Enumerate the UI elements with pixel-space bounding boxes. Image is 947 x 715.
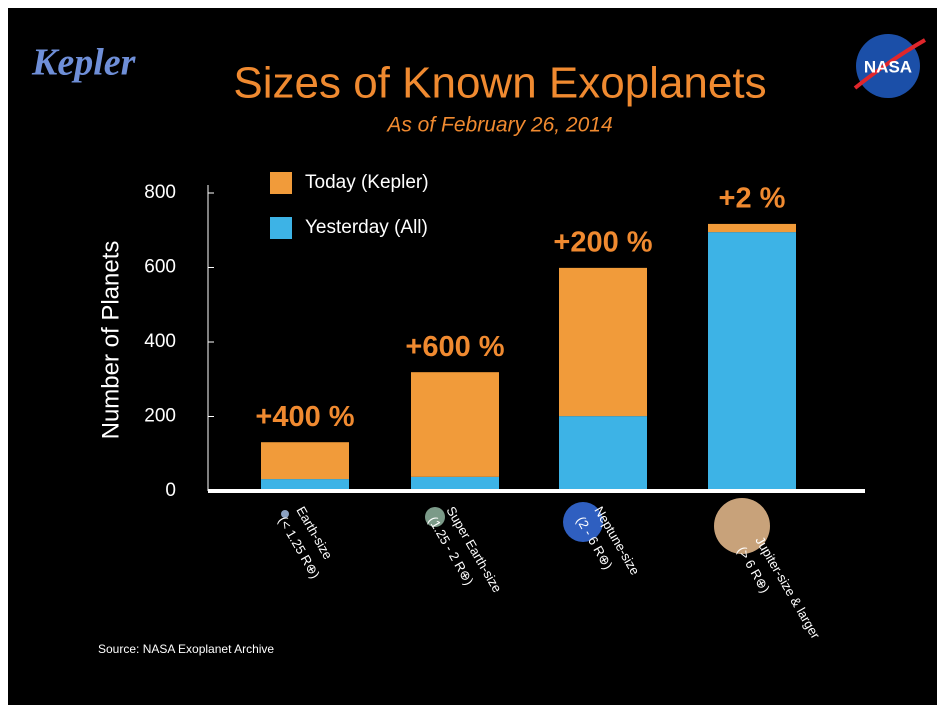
legend-swatch (270, 217, 292, 239)
nasa-logo-text: NASA (864, 57, 912, 76)
legend-label: Yesterday (All) (305, 217, 428, 238)
y-tick-label: 400 (144, 331, 176, 352)
bar-segment (708, 232, 796, 491)
chart: Kepler NASA Sizes of Known Exoplanets As… (0, 0, 947, 715)
y-axis-label: Number of Planets (97, 241, 124, 440)
chart-subtitle: As of February 26, 2014 (385, 114, 612, 137)
growth-label: +600 % (405, 331, 504, 363)
bar-segment (411, 477, 499, 491)
y-tick-label: 0 (165, 480, 176, 501)
y-tick-label: 600 (144, 257, 176, 278)
growth-label: +400 % (255, 401, 354, 433)
y-tick-label: 200 (144, 406, 176, 427)
legend-label: Today (Kepler) (305, 172, 429, 193)
chart-title: Sizes of Known Exoplanets (233, 59, 766, 108)
bar-segment (261, 442, 349, 479)
growth-label: +2 % (719, 183, 786, 215)
bar-segment (559, 268, 647, 416)
source-note: Source: NASA Exoplanet Archive (98, 642, 274, 656)
bar-segment (411, 372, 499, 477)
growth-label: +200 % (553, 227, 652, 259)
legend-swatch (270, 172, 292, 194)
page: Kepler NASA Sizes of Known Exoplanets As… (0, 0, 947, 715)
kepler-logo: Kepler (31, 42, 137, 84)
bar-segment (559, 416, 647, 491)
y-tick-label: 800 (144, 182, 176, 203)
bar-segment (708, 224, 796, 232)
